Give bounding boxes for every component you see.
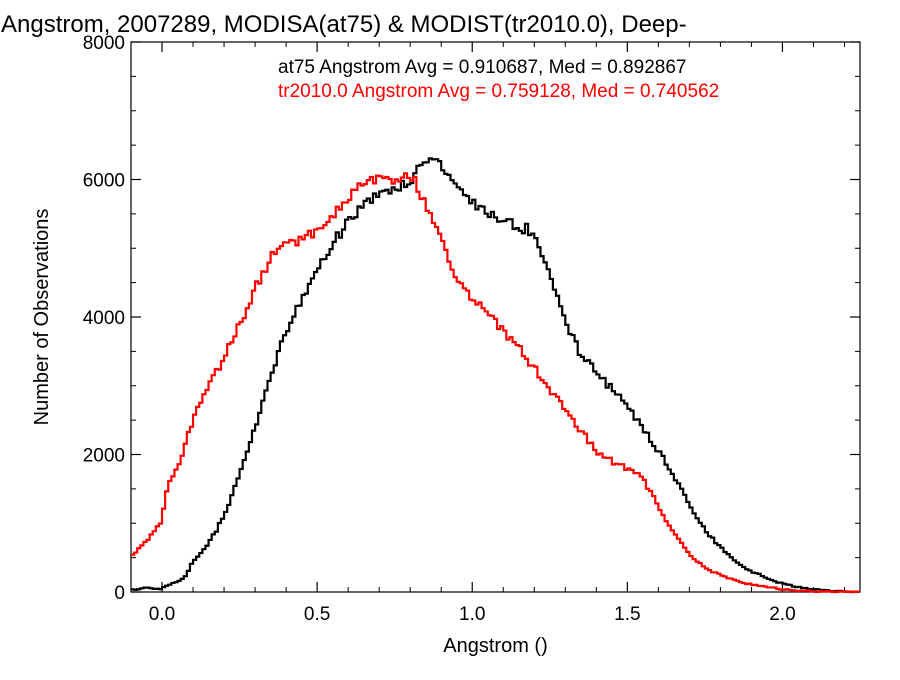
y-tick-label: 2000 (83, 446, 125, 467)
y-tick-label: 4000 (83, 308, 125, 329)
x-tick-label: 2.0 (769, 604, 795, 625)
legend-entry-at75: at75 Angstrom Avg = 0.910687, Med = 0.89… (278, 57, 686, 78)
y-axis-ticks: 0 2000 4000 6000 8000 (83, 33, 860, 604)
y-axis-label: Number of Observations (31, 209, 53, 426)
x-axis-ticks: 0.0 0.5 1.0 1.5 2.0 (130, 42, 845, 625)
legend: at75 Angstrom Avg = 0.910687, Med = 0.89… (278, 57, 719, 102)
x-tick-label: 0.5 (304, 604, 330, 625)
series-tr2010-0-line (131, 172, 860, 594)
x-tick-label: 1.5 (614, 604, 640, 625)
series-at75-line (131, 157, 860, 594)
x-tick-label: 1.0 (459, 604, 485, 625)
x-tick-label: 0.0 (149, 604, 175, 625)
series-layer (131, 157, 860, 594)
chart-title: Angstrom, 2007289, MODISA(at75) & MODIST… (1, 11, 687, 38)
y-tick-label: 6000 (83, 171, 125, 192)
legend-entry-tr2010: tr2010.0 Angstrom Avg = 0.759128, Med = … (278, 81, 719, 102)
y-tick-label: 8000 (83, 33, 125, 54)
y-tick-label: 0 (114, 583, 125, 604)
plot-frame (130, 41, 861, 593)
x-axis-label: Angstrom () (443, 635, 547, 657)
